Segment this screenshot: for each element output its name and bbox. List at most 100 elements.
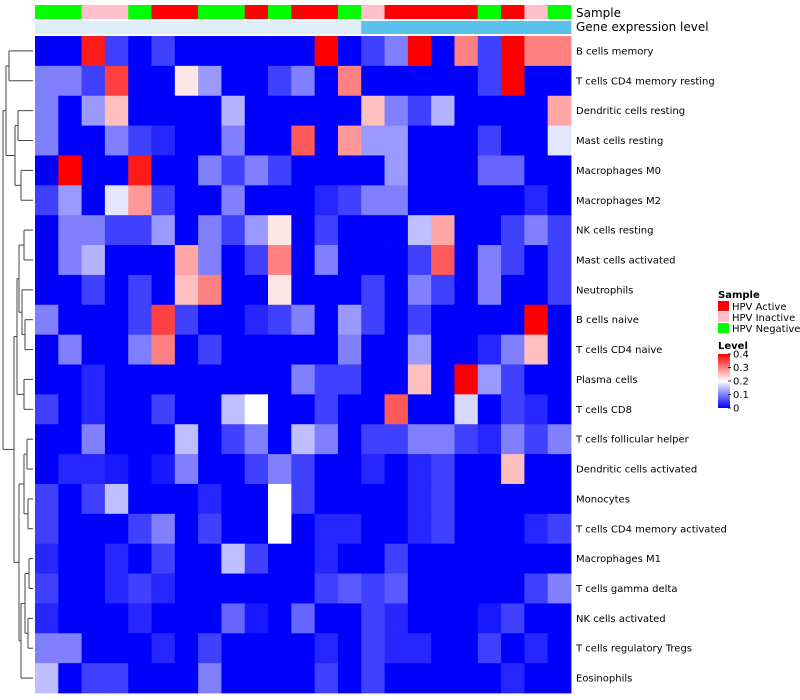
heatmap-cell [361,95,385,126]
heatmap-cell [128,543,152,574]
heatmap-cell [58,633,82,664]
heatmap-cell [35,394,59,425]
heatmap-cell [58,274,82,306]
heatmap-cell [524,543,549,574]
heatmap-cell [407,394,432,425]
gene-level-annotation-cell [501,21,525,34]
heatmap-cell [384,125,409,156]
heatmap-cell [81,65,106,97]
heatmap-cell [104,245,129,276]
sample-annotation-cell [128,5,152,19]
heatmap-cell [244,543,269,574]
heatmap-cell [244,304,269,336]
sample-annotation-cell [314,5,339,19]
sample-annotation-cell [104,5,129,19]
sample-annotation-cell [268,5,292,19]
heatmap-cell [174,95,199,126]
heatmap-cell [337,245,362,276]
heatmap-cell [291,245,316,276]
heatmap-cell [128,603,152,634]
heatmap-cell [477,274,502,306]
legend-level-tick-label: 0.4 [733,350,749,361]
heatmap-cell [244,633,269,664]
heatmap-cell [361,185,385,216]
heatmap-cell [361,513,385,545]
heatmap-cell [524,513,549,545]
heatmap-cell [501,424,525,455]
heatmap-cell [198,573,222,604]
heatmap-cell [104,603,129,634]
heatmap-cell [151,155,176,186]
heatmap-cell [244,394,269,425]
heatmap-cell [221,95,246,126]
heatmap-cell [198,543,222,574]
heatmap-cell [58,245,82,276]
row-label: T cells CD4 naive [575,345,662,356]
heatmap-cell [174,513,199,545]
heatmap-cell [151,424,176,455]
row-label: Mast cells resting [576,136,663,147]
row-label: Dendritic cells resting [576,106,685,117]
heatmap-cell [314,245,339,276]
heatmap-cell [35,304,59,336]
heatmap-cell [407,543,432,574]
heatmap-cell [384,36,409,67]
heatmap-cell [128,663,152,694]
row-label: T cells CD4 memory resting [575,76,715,87]
heatmap-cell [361,424,385,455]
heatmap-cell [81,603,106,634]
row-label: B cells memory [576,46,653,57]
heatmap-cell [151,633,176,664]
heatmap-cell [477,245,502,276]
heatmap-cell [244,36,269,67]
heatmap-cell [128,95,152,126]
heatmap-cell [524,36,549,67]
row-label: Macrophages M2 [576,196,661,207]
heatmap-cell [384,483,409,515]
heatmap-cell [477,573,502,604]
heatmap-cell [477,304,502,336]
heatmap-cell [314,424,339,455]
heatmap-cell [431,185,455,216]
heatmap-cell [501,513,525,545]
heatmap-cell [221,125,246,156]
heatmap-cell [407,125,432,156]
sample-annotation-cell [454,5,479,19]
heatmap-cell [501,185,525,216]
heatmap-cell [268,65,292,97]
heatmap-cell [151,36,176,67]
heatmap-cell [337,483,362,515]
heatmap-cell [337,394,362,425]
heatmap-cell [524,394,549,425]
heatmap-cell [547,65,572,97]
heatmap-cell [128,274,152,306]
heatmap-cell [244,603,269,634]
heatmap-cell [268,155,292,186]
sample-annotation-cell [244,5,269,19]
heatmap-cell [128,304,152,336]
heatmap-cell [244,125,269,156]
heatmap-cell [268,245,292,276]
heatmap-cell [244,95,269,126]
heatmap-cell [454,65,479,97]
heatmap-cell [361,155,385,186]
heatmap-cell [198,633,222,664]
heatmap-cell [221,185,246,216]
heatmap-cell [128,424,152,455]
heatmap-cell [454,125,479,156]
heatmap-cell [104,304,129,336]
heatmap-cell [81,543,106,574]
heatmap-cell [174,543,199,574]
heatmap-cell [454,663,479,694]
heatmap-cell [104,633,129,664]
heatmap-cell [314,215,339,246]
heatmap-cell [524,603,549,634]
gene-level-annotation-cell [454,21,479,34]
heatmap-cell [58,394,82,425]
heatmap-cell [104,424,129,455]
heatmap-cell [81,483,106,515]
heatmap-cell [104,274,129,306]
heatmap-cell [547,454,572,485]
heatmap-cell [104,513,129,545]
heatmap-cell [58,155,82,186]
